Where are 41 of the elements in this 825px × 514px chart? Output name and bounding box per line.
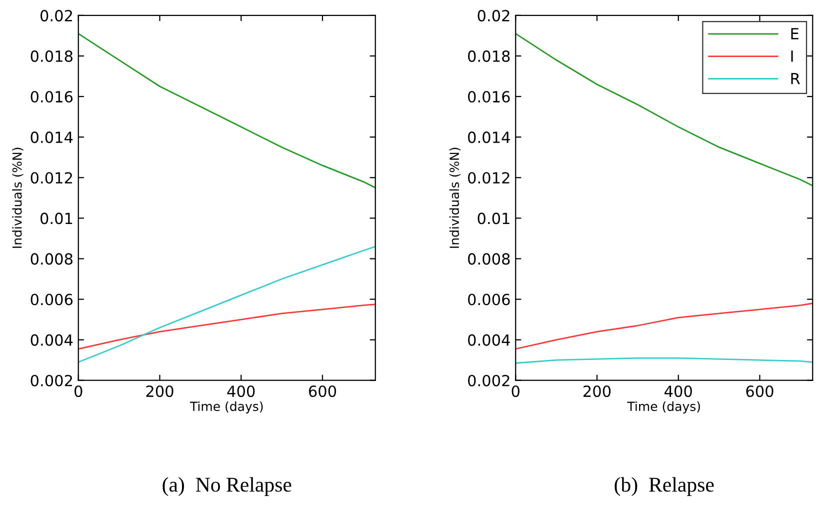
y-tick-label: 0.016 bbox=[30, 90, 73, 103]
x-axis-title: Time (days) bbox=[627, 401, 700, 414]
y-tick-label: 0.02 bbox=[40, 10, 72, 22]
y-tick-label: 0.01 bbox=[40, 212, 72, 224]
text: (b) Relapse bbox=[614, 477, 714, 496]
x-tick-label: 600 bbox=[308, 385, 336, 398]
x-tick-label: 0 bbox=[512, 385, 520, 398]
line-series bbox=[78, 32, 376, 188]
y-tick-label: 0.002 bbox=[468, 374, 510, 386]
line-series bbox=[78, 304, 376, 350]
y-tick-label: 0.004 bbox=[468, 334, 510, 346]
y-axis-title: Individuals (%N) bbox=[449, 148, 461, 248]
legend-label: R bbox=[791, 72, 800, 84]
x-tick-label: 200 bbox=[146, 385, 174, 398]
line-series bbox=[516, 302, 813, 350]
y-tick-label: 0.01 bbox=[478, 212, 510, 224]
y-tick-label: 0.006 bbox=[30, 294, 73, 306]
x-tick-label: 600 bbox=[746, 385, 774, 398]
legend-label: I bbox=[791, 50, 793, 62]
y-tick-label: 0.014 bbox=[30, 132, 73, 144]
y-tick-label: 0.018 bbox=[30, 50, 72, 62]
legend-label: E bbox=[791, 28, 798, 40]
y-tick-label: 0.008 bbox=[468, 253, 510, 265]
x-tick-label: 200 bbox=[584, 385, 611, 398]
y-tick-label: 0.016 bbox=[468, 90, 510, 103]
y-tick-label: 0.018 bbox=[468, 50, 510, 62]
y-tick-label: 0.012 bbox=[30, 172, 72, 184]
y-tick-label: 0.002 bbox=[30, 374, 72, 386]
x-tick-label: 400 bbox=[664, 385, 692, 398]
line-series bbox=[78, 246, 376, 363]
x-axis-title: Time (days) bbox=[190, 401, 263, 414]
y-tick-label: 0.02 bbox=[478, 10, 510, 22]
x-tick-label: 0 bbox=[74, 385, 82, 398]
text: (a) No Relapse bbox=[162, 477, 292, 496]
y-tick-label: 0.008 bbox=[30, 253, 72, 265]
y-tick-label: 0.006 bbox=[468, 294, 510, 306]
y-tick-label: 0.014 bbox=[468, 132, 510, 144]
x-tick-label: 400 bbox=[227, 385, 255, 398]
y-tick-label: 0.012 bbox=[468, 172, 510, 184]
y-tick-label: 0.004 bbox=[30, 334, 73, 346]
y-axis-title: Individuals (%N) bbox=[12, 148, 24, 248]
